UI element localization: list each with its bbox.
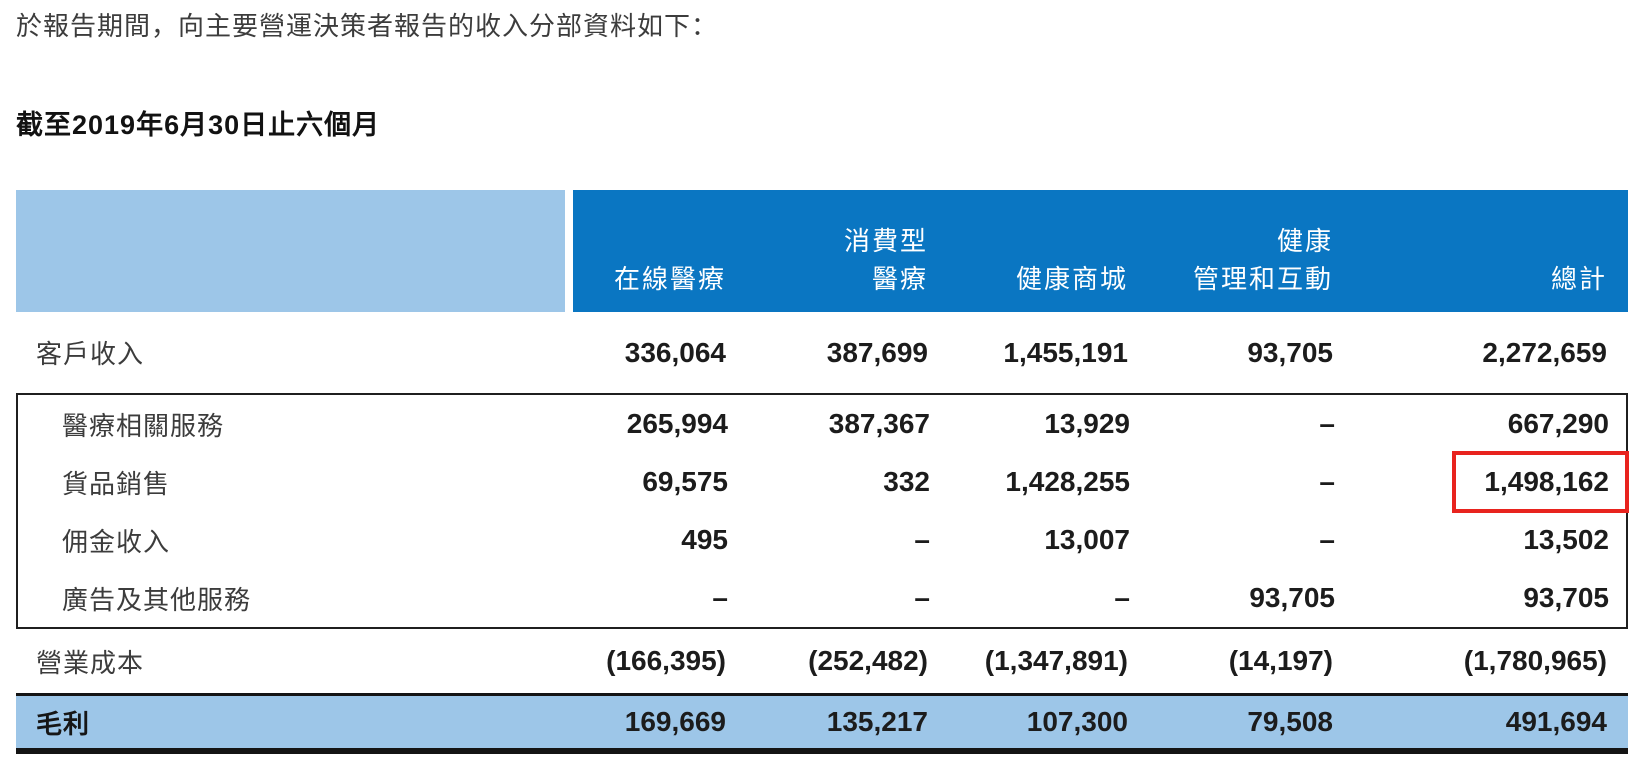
value-cell: 93,705 (1247, 336, 1333, 368)
value-cell: – (712, 582, 728, 613)
highlight-box (1452, 451, 1629, 513)
value-cell: (1,347,891) (984, 645, 1128, 676)
row-label: 佣金收入 (62, 526, 171, 557)
value-cell: 2,272,659 (1482, 336, 1607, 368)
column-header-health-management: 健康 管理和互動 (1140, 190, 1345, 312)
column-header-line: 醫療 (871, 264, 928, 294)
column-header-line: 總計 (1550, 264, 1607, 294)
value-cell: 93,705 (1249, 582, 1335, 613)
value-cell: (1,780,965) (1463, 645, 1607, 676)
value-cell: 491,694 (1505, 706, 1607, 737)
table-row-commission-income: 佣金收入 495 – 13,007 – 13,502 (18, 511, 1626, 569)
row-label: 貨品銷售 (62, 468, 171, 499)
value-cell: 332 (883, 466, 930, 497)
value-cell: 265,994 (626, 408, 728, 439)
highlighted-value: 1,498,162 (1484, 466, 1609, 497)
row-label: 廣告及其他服務 (62, 584, 252, 615)
column-header-total: 總計 (1345, 190, 1628, 312)
column-header-line: 在線醫療 (613, 264, 726, 294)
value-cell: – (1319, 408, 1335, 439)
value-cell: 135,217 (826, 706, 928, 737)
value-cell: 79,508 (1247, 706, 1333, 737)
value-cell: 107,300 (1026, 706, 1128, 737)
value-cell: 13,929 (1044, 408, 1130, 439)
header-corner-cell (16, 190, 565, 312)
value-cell: 336,064 (624, 336, 726, 368)
column-header-line: 健康商城 (1015, 264, 1128, 294)
value-cell: 69,575 (642, 466, 728, 497)
column-header-line: 管理和互動 (1192, 264, 1333, 294)
revenue-breakdown-box: 醫療相關服務 265,994 387,367 13,929 – 667,290 … (16, 393, 1629, 629)
value-cell: 1,428,255 (1005, 466, 1130, 497)
value-cell: 13,007 (1044, 524, 1130, 555)
table-row-customer-revenue: 客戶收入 336,064 387,699 1,455,191 93,705 2,… (16, 312, 1628, 393)
segment-revenue-table: 在線醫療 消費型 醫療 健康商城 健康 管理和互動 總計 (16, 190, 1629, 754)
row-label: 醫療相關服務 (62, 410, 225, 441)
period-title: 截至2019年6月30日止六個月 (16, 110, 381, 140)
value-cell: 1,455,191 (1003, 336, 1128, 368)
column-header-consumer-medical: 消費型 醫療 (740, 190, 940, 312)
table-row-gross-profit: 毛利 169,669 135,217 107,300 79,508 491,69… (16, 693, 1628, 754)
value-cell: – (914, 524, 930, 555)
intro-text: 於報告期間，向主要營運決策者報告的收入分部資料如下： (16, 11, 719, 41)
table-row-advertising-other: 廣告及其他服務 – – – 93,705 93,705 (18, 569, 1626, 627)
value-cell: – (1319, 466, 1335, 497)
value-cell: – (1114, 582, 1130, 613)
value-cell: 387,699 (826, 336, 928, 368)
table-row-cost-of-sales: 營業成本 (166,395) (252,482) (1,347,891) (14… (16, 629, 1628, 693)
value-cell: (252,482) (808, 645, 928, 676)
column-header-online-medical: 在線醫療 (573, 190, 740, 312)
row-label: 營業成本 (36, 647, 145, 678)
value-cell: (166,395) (606, 645, 726, 676)
column-header-health-mall: 健康商城 (940, 190, 1140, 312)
table-row-medical-services: 醫療相關服務 265,994 387,367 13,929 – 667,290 (18, 395, 1626, 453)
value-cell: 1,498,162 (1347, 451, 1630, 513)
value-cell: 495 (681, 524, 728, 555)
value-cell: 93,705 (1523, 582, 1609, 613)
value-cell: – (914, 582, 930, 613)
value-cell: 13,502 (1523, 524, 1609, 555)
row-label: 客戶收入 (36, 339, 145, 369)
value-cell: (14,197) (1228, 645, 1333, 676)
value-cell: 387,367 (828, 408, 930, 439)
table-header-row: 在線醫療 消費型 醫療 健康商城 健康 管理和互動 總計 (16, 190, 1628, 312)
table-row-goods-sales: 貨品銷售 69,575 332 1,428,255 – 1,498,162 (18, 451, 1629, 513)
header-band: 在線醫療 消費型 醫療 健康商城 健康 管理和互動 總計 (573, 190, 1628, 312)
value-cell: 169,669 (624, 706, 726, 737)
value-cell: – (1319, 524, 1335, 555)
column-header-line: 消費型 (843, 226, 928, 256)
row-label: 毛利 (36, 708, 91, 739)
column-header-line: 健康 (1276, 226, 1333, 256)
value-cell: 667,290 (1507, 408, 1609, 439)
